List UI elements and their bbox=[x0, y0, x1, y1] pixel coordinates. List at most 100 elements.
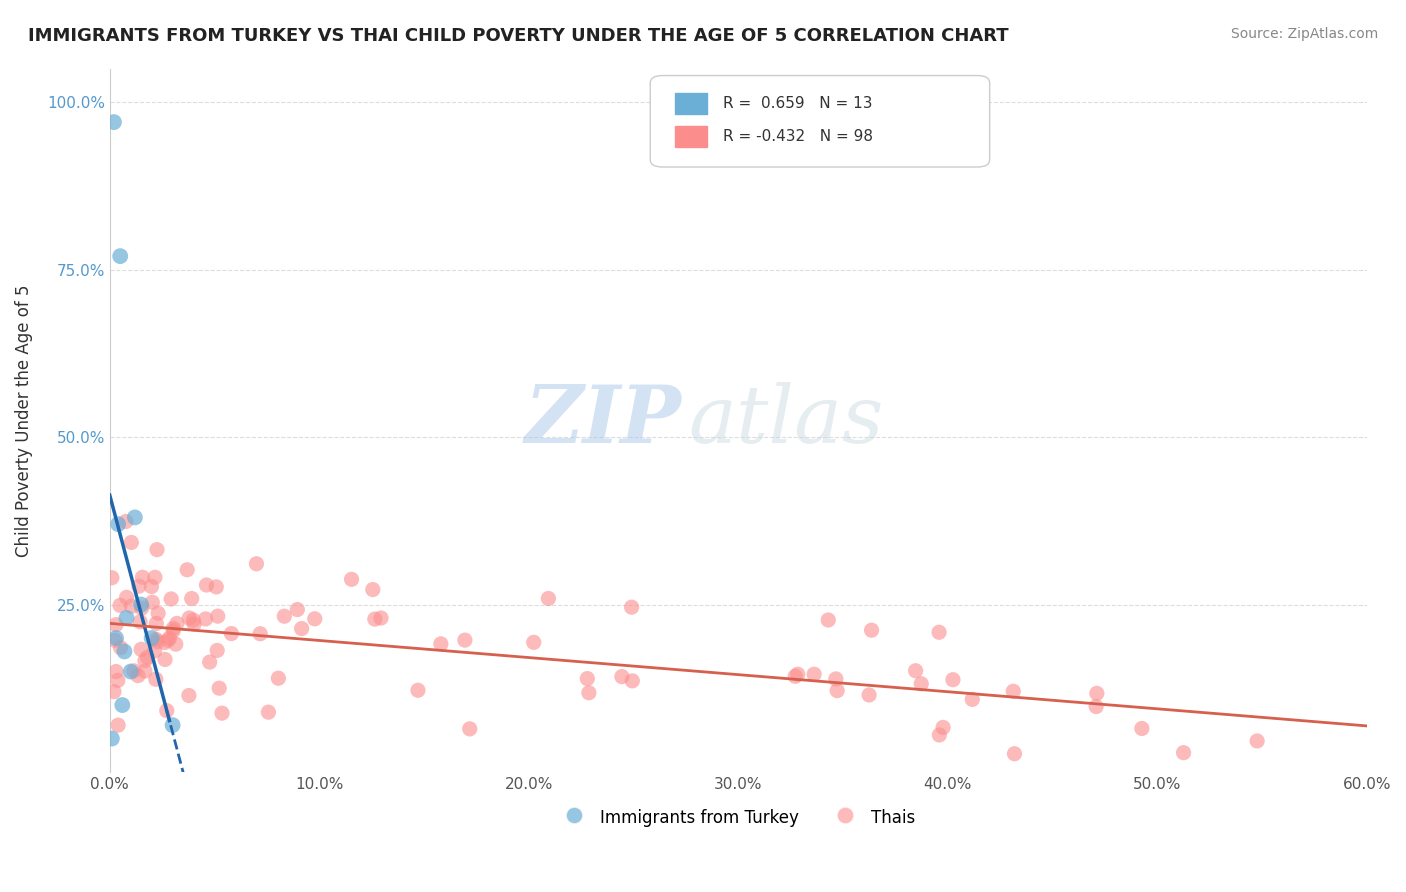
Point bbox=[364, 612, 387, 626]
Point bbox=[195, 578, 218, 592]
Bar bbox=[675, 126, 707, 147]
Point bbox=[932, 720, 955, 734]
Point bbox=[131, 601, 153, 615]
Point bbox=[105, 665, 128, 679]
Point bbox=[181, 613, 204, 627]
Point bbox=[129, 598, 152, 612]
Point bbox=[803, 667, 825, 681]
Point bbox=[107, 718, 129, 732]
Point bbox=[162, 624, 184, 638]
Point bbox=[143, 570, 166, 584]
Point bbox=[910, 677, 932, 691]
Point bbox=[610, 670, 633, 684]
Point bbox=[115, 515, 138, 529]
Point bbox=[904, 664, 927, 678]
Point bbox=[179, 611, 201, 625]
Point bbox=[211, 706, 233, 720]
Point bbox=[578, 686, 600, 700]
Point bbox=[122, 664, 145, 678]
Point bbox=[105, 631, 128, 645]
Point bbox=[177, 689, 200, 703]
Point bbox=[165, 637, 187, 651]
Point bbox=[1085, 699, 1108, 714]
Bar bbox=[675, 93, 707, 114]
Point bbox=[101, 571, 124, 585]
Point bbox=[127, 668, 149, 682]
Point bbox=[145, 632, 167, 647]
Point bbox=[207, 609, 229, 624]
Point bbox=[120, 665, 142, 679]
Point bbox=[103, 115, 125, 129]
Point bbox=[141, 595, 163, 609]
Point bbox=[1246, 734, 1268, 748]
Point bbox=[406, 683, 429, 698]
Point bbox=[162, 718, 184, 732]
Point bbox=[128, 579, 150, 593]
Point bbox=[107, 673, 129, 688]
Point bbox=[108, 599, 131, 613]
Point bbox=[523, 635, 546, 649]
Point bbox=[160, 591, 183, 606]
Point bbox=[146, 635, 169, 649]
Point bbox=[183, 617, 205, 632]
Text: ZIP: ZIP bbox=[524, 382, 682, 459]
Point bbox=[153, 652, 176, 666]
Point bbox=[1002, 684, 1025, 698]
Point bbox=[176, 563, 198, 577]
Point bbox=[361, 582, 384, 597]
Point bbox=[370, 611, 392, 625]
Text: IMMIGRANTS FROM TURKEY VS THAI CHILD POVERTY UNDER THE AGE OF 5 CORRELATION CHAR: IMMIGRANTS FROM TURKEY VS THAI CHILD POV… bbox=[28, 27, 1008, 45]
Point bbox=[786, 667, 808, 681]
Point bbox=[103, 684, 125, 698]
Point bbox=[291, 622, 314, 636]
Point bbox=[1004, 747, 1026, 761]
Point bbox=[111, 698, 134, 712]
Legend: Immigrants from Turkey, Thais: Immigrants from Turkey, Thais bbox=[555, 800, 921, 834]
Point bbox=[257, 705, 280, 719]
Point bbox=[162, 621, 184, 635]
Point bbox=[115, 591, 138, 605]
Point bbox=[101, 731, 124, 746]
Point bbox=[340, 572, 363, 586]
Point bbox=[817, 613, 839, 627]
Point bbox=[785, 669, 807, 683]
Point bbox=[105, 617, 128, 632]
Point bbox=[458, 722, 481, 736]
Point bbox=[249, 626, 271, 640]
Point bbox=[194, 612, 217, 626]
Point bbox=[221, 626, 243, 640]
Point bbox=[129, 642, 152, 657]
Point bbox=[576, 672, 599, 686]
Point bbox=[537, 591, 560, 606]
Point bbox=[942, 673, 965, 687]
Point bbox=[110, 249, 132, 263]
Point bbox=[153, 635, 176, 649]
Point bbox=[115, 611, 138, 625]
Point bbox=[129, 615, 152, 629]
Point bbox=[1085, 686, 1108, 700]
Point bbox=[141, 631, 163, 645]
Point bbox=[430, 637, 453, 651]
Point bbox=[1173, 746, 1195, 760]
Point bbox=[131, 570, 153, 584]
Point bbox=[621, 673, 644, 688]
Point bbox=[146, 607, 169, 621]
Point bbox=[962, 692, 984, 706]
Point bbox=[134, 654, 156, 668]
Text: R = -0.432   N = 98: R = -0.432 N = 98 bbox=[723, 129, 873, 145]
Point bbox=[860, 623, 883, 637]
Point bbox=[166, 616, 188, 631]
Point bbox=[146, 542, 169, 557]
Point bbox=[134, 664, 156, 678]
Point bbox=[620, 600, 643, 615]
Point bbox=[304, 612, 326, 626]
Point bbox=[141, 580, 163, 594]
Point bbox=[824, 672, 846, 686]
Point bbox=[198, 655, 221, 669]
Point bbox=[157, 633, 180, 648]
Y-axis label: Child Poverty Under the Age of 5: Child Poverty Under the Age of 5 bbox=[15, 284, 32, 557]
Point bbox=[112, 644, 135, 658]
Point bbox=[208, 681, 231, 696]
FancyBboxPatch shape bbox=[650, 76, 990, 167]
Text: Source: ZipAtlas.com: Source: ZipAtlas.com bbox=[1230, 27, 1378, 41]
